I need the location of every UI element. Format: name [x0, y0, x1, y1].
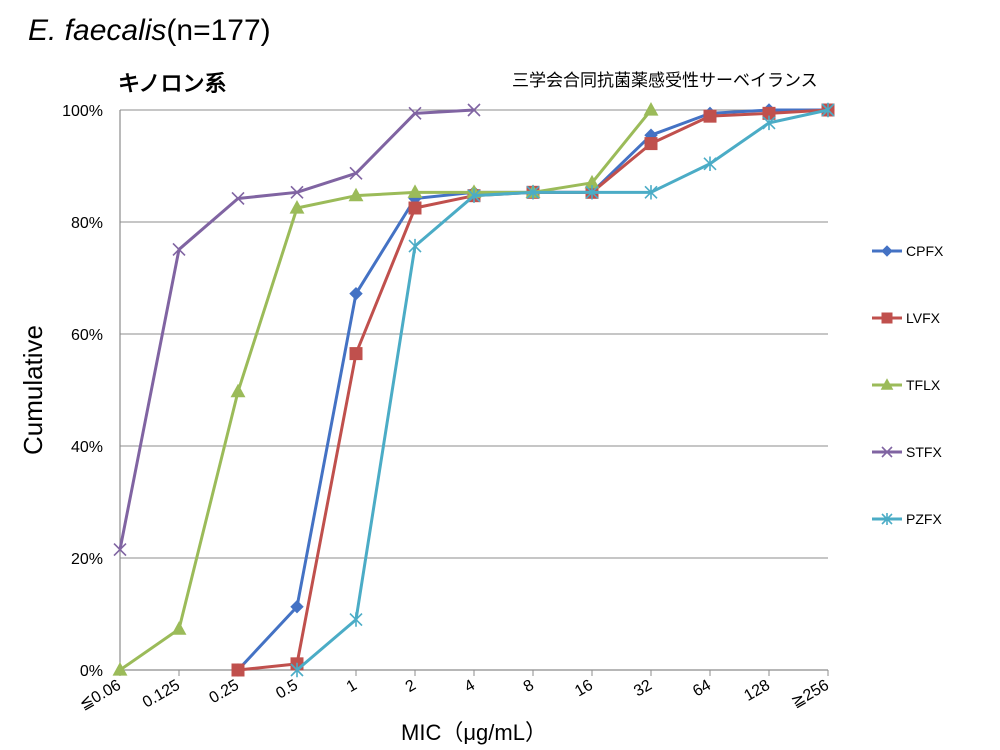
data-point-tflx [171, 621, 187, 635]
data-point-lvfx [231, 663, 245, 677]
source-label: 三学会合同抗菌薬感受性サーベイランス [512, 71, 818, 90]
series-tflx [112, 102, 659, 676]
x-tick-label: 2 [403, 677, 419, 696]
data-point-stfx [290, 185, 304, 199]
data-point-tflx [407, 184, 423, 198]
legend-label-stfx: STFX [906, 444, 942, 460]
data-point-stfx [349, 166, 363, 180]
x-tick-label: 8 [521, 677, 537, 696]
x-tick-label: 16 [572, 677, 596, 701]
x-tick-label: 1 [344, 677, 360, 696]
x-tick-label: 4 [462, 677, 478, 696]
data-point-lvfx [644, 137, 658, 151]
legend-marker-lvfx [881, 312, 893, 324]
legend-label-lvfx: LVFX [906, 310, 941, 326]
series-line-stfx [118, 108, 475, 550]
data-point-lvfx [349, 347, 363, 361]
data-point-stfx [408, 106, 422, 120]
series-line-pzfx [296, 108, 829, 672]
data-point-pzfx [408, 238, 422, 254]
x-tick-label: 64 [690, 677, 714, 701]
data-point-pzfx [585, 185, 599, 200]
series-pzfx [290, 102, 835, 678]
series-line-tflx [119, 109, 653, 672]
data-point-lvfx [408, 201, 422, 215]
legend-label-pzfx: PZFX [906, 511, 942, 527]
data-point-tflx [289, 200, 305, 214]
legend-marker-cpfx [881, 245, 893, 257]
data-point-cpfx [290, 600, 304, 614]
chart-title: E. faecalis(n=177) [28, 14, 271, 48]
x-tick-label: ≧256 [789, 677, 832, 712]
y-tick-label: 100% [62, 103, 103, 120]
data-point-tflx [230, 383, 246, 398]
x-tick-label: 0.25 [207, 677, 243, 707]
legend-marker-tflx [880, 378, 894, 390]
y-tick-label: 20% [71, 551, 103, 568]
data-point-stfx [172, 242, 186, 257]
y-tick-label: 80% [71, 215, 103, 232]
data-point-cpfx [349, 286, 363, 301]
legend: CPFX LVFX TFLX STFX PZFX [872, 243, 944, 527]
legend-label-tflx: TFLX [906, 377, 941, 393]
y-axis-title: Cumulative [18, 325, 48, 455]
data-point-tflx [643, 102, 659, 116]
data-point-lvfx [703, 109, 717, 123]
x-tick-label: 0.125 [140, 677, 183, 712]
legend-label-cpfx: CPFX [906, 243, 944, 259]
x-tick-label: 128 [741, 677, 773, 705]
data-point-pzfx [762, 115, 776, 131]
x-axis-title: MIC（μg/mL） [401, 720, 547, 745]
data-point-pzfx [703, 156, 717, 171]
title-count: (n=177) [166, 14, 271, 47]
data-point-pzfx [644, 185, 658, 200]
legend-marker-stfx [881, 446, 893, 458]
data-point-stfx [113, 543, 127, 557]
data-point-pzfx [349, 612, 363, 627]
y-tick-label: 60% [71, 327, 103, 344]
legend-marker-pzfx [881, 513, 893, 525]
y-tick-label: 40% [71, 439, 103, 456]
data-point-tflx [112, 662, 128, 676]
data-point-stfx [467, 103, 481, 117]
data-point-tflx [348, 187, 364, 202]
y-tick-label: 0% [80, 663, 103, 680]
x-tick-label: 0.5 [273, 677, 301, 703]
x-tick-label: 32 [631, 677, 655, 701]
title-species: E. faecalis [28, 14, 167, 47]
data-point-pzfx [821, 102, 835, 118]
chart-subtitle: キノロン系 [118, 71, 227, 96]
data-point-pzfx [290, 662, 304, 678]
x-tick-label: ≦0.06 [77, 677, 124, 714]
data-point-stfx [231, 191, 245, 206]
data-point-pzfx [467, 188, 481, 203]
data-point-pzfx [526, 185, 540, 200]
series-stfx [113, 103, 481, 557]
